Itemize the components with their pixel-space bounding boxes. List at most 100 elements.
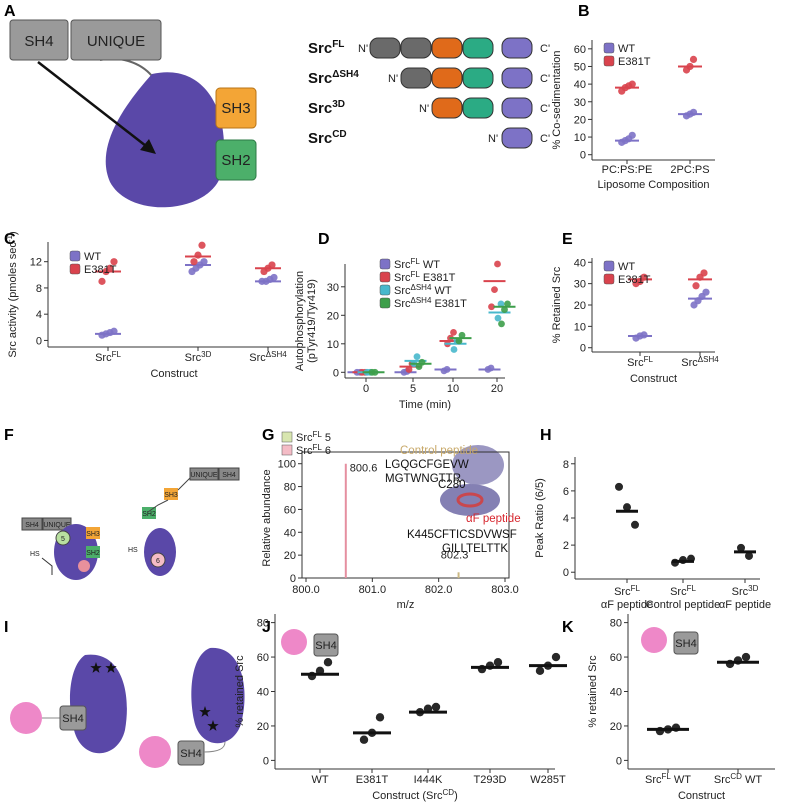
sh2-box (215, 139, 257, 181)
text-part: Construct (150, 368, 197, 380)
kinase-domain (191, 647, 245, 744)
pill (462, 97, 494, 119)
x-tick-label: T293D (473, 774, 506, 786)
superscript: -1 (5, 234, 14, 242)
text-part: WT (84, 251, 101, 263)
data-point (504, 300, 511, 308)
annotation: LGQGCFGEVW (385, 459, 469, 471)
y-tick-label: 8 (36, 283, 42, 295)
domain-label: SH4 (24, 33, 53, 50)
data-point (488, 303, 495, 311)
y-tick-label: 4 (563, 513, 569, 525)
annotation: MGTWNGTTR (385, 473, 461, 485)
legend-label: WT (84, 251, 101, 263)
pill (369, 37, 401, 59)
data-point (110, 258, 118, 266)
x-tick-label: SrcFL (614, 584, 640, 599)
text-part: Src (296, 432, 313, 444)
y-tick-label: 100 (278, 459, 296, 471)
construct-sup: CD (332, 129, 346, 140)
domain-label: UNIQUE (87, 33, 145, 50)
superscript: 3D (748, 584, 758, 593)
x-tick-label: WT (311, 774, 328, 786)
data-point (497, 300, 505, 308)
data-point (615, 482, 623, 491)
cartoon-label: UNIQUE (43, 522, 71, 529)
text-part: Construct (678, 790, 725, 802)
x-tick-label: SrcFL WT (645, 772, 691, 787)
star (207, 720, 219, 731)
y-tick-label: 30 (574, 97, 586, 109)
y-axis-label: Peak Ratio (6/5) (534, 478, 546, 557)
data-point (737, 543, 745, 552)
panel-label: C (4, 231, 16, 248)
y-axis-label: Src activity (pmoles sec-1) (5, 231, 20, 357)
data-point (493, 658, 503, 667)
superscript: ΔSH4 (411, 283, 432, 292)
text-part: Src (185, 352, 202, 364)
y-tick-label: 20 (610, 721, 622, 733)
y-tick-label: 4 (36, 309, 42, 321)
x-tick-label: 800.0 (292, 584, 320, 596)
y-tick-label: 20 (574, 300, 586, 312)
legend-label: SrcFL 6 (296, 443, 331, 458)
superscript: ΔSH4 (266, 350, 287, 359)
superscript: FL (661, 772, 671, 781)
annotation: C280 (438, 479, 466, 491)
text-part: Src (645, 774, 662, 786)
pill (462, 37, 494, 59)
data-point (702, 288, 710, 296)
legend-swatch (379, 297, 391, 309)
data-point (458, 331, 466, 339)
text-part: 5 (410, 383, 416, 395)
af-helix (456, 492, 484, 508)
x-tick-label: αF peptide (601, 599, 653, 611)
y-tick-label: 80 (284, 482, 296, 494)
c-term: C' (540, 103, 550, 115)
x-tick-label: SrcΔSH4 (249, 350, 287, 365)
construct-name: Src (308, 70, 332, 87)
text-part: Src activity (pmoles sec (7, 242, 19, 358)
superscript: FL (313, 443, 323, 452)
y-tick-label: 0 (36, 335, 42, 347)
structure-lobe (440, 484, 500, 516)
pill (501, 37, 533, 59)
cartoon-label: 5 (61, 536, 65, 543)
sh3-box (86, 527, 100, 539)
data-point (270, 273, 278, 282)
sh4-box (177, 740, 205, 766)
binding-cartoon: SH4 SH4 (10, 647, 245, 768)
fret-cartoon: SH4 UNIQUE 5 SH3 SH2 HS 6 SH2 SH3 UNIQUE… (21, 467, 240, 580)
y-tick-label: 12 (30, 257, 42, 269)
data-point (413, 353, 421, 361)
x-tick-label: I444K (414, 774, 443, 786)
legend-swatch (379, 271, 391, 283)
x-tick-label: 803.0 (491, 584, 519, 596)
sh3-box (164, 488, 178, 500)
star (105, 662, 117, 673)
data-point (689, 55, 698, 64)
n-term: N' (388, 73, 398, 85)
cartoon-label: UNIQUE (190, 472, 218, 479)
panel-label: A (4, 3, 16, 20)
y-tick-label: 60 (284, 504, 296, 516)
construct-label: SrcCD (308, 129, 347, 147)
sh4-box (59, 705, 87, 731)
y-axis-label: % retained Src (587, 655, 599, 728)
legend-label: E381T (618, 274, 651, 286)
unique-box (42, 517, 72, 531)
text-part: 0 (363, 383, 369, 395)
y-axis-label: % Retained Src (551, 266, 563, 343)
x-tick-label: Src3D (185, 350, 212, 365)
superscript: FL (631, 584, 641, 593)
text-part: E381T (431, 298, 467, 310)
legend-swatch (281, 431, 293, 443)
text-part: Src (394, 298, 411, 310)
text-part: 10 (447, 383, 459, 395)
text-part: E381T (420, 272, 456, 284)
construct-sup: ΔSH4 (332, 69, 359, 80)
legend-swatch (603, 273, 615, 285)
panel-label: E (562, 231, 573, 248)
text-part: Src (614, 586, 631, 598)
superscript: CD (443, 788, 455, 797)
